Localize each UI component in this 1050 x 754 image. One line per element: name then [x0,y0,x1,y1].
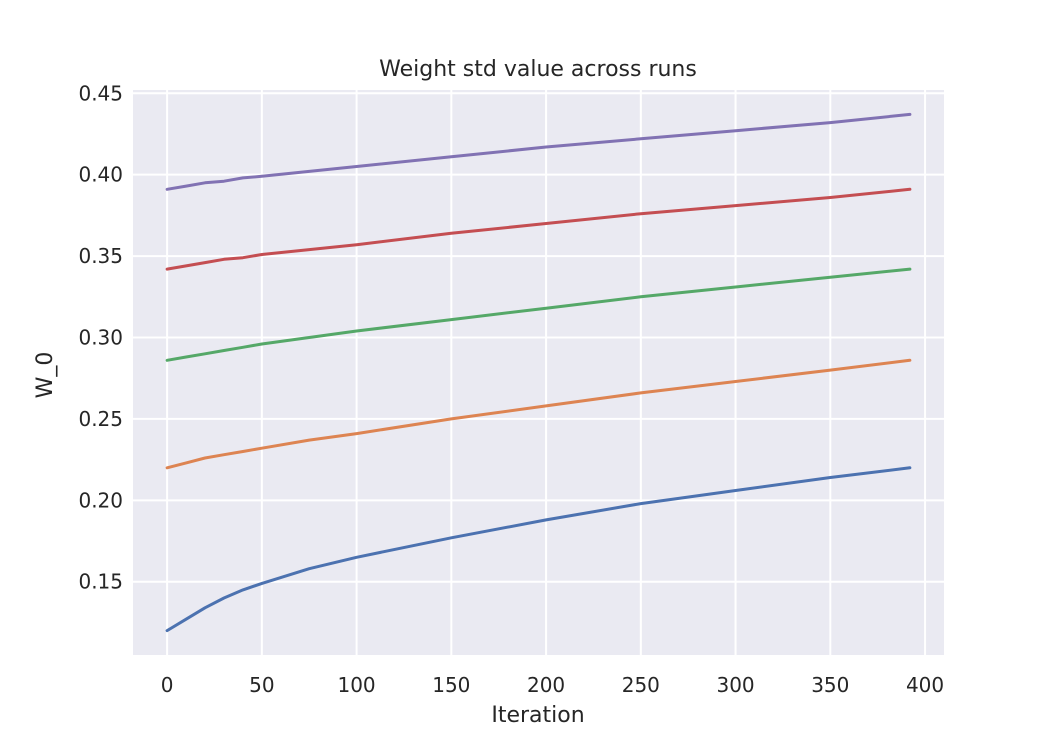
series-line-5 [165,112,912,191]
series-lines [165,112,912,633]
x-tick-label: 50 [249,673,274,697]
chart-title: Weight std value across runs [379,57,697,82]
y-tick-label: 0.20 [78,488,123,512]
y-tick-label: 0.35 [78,244,123,268]
y-tick-label: 0.40 [78,163,123,187]
y-tick-label: 0.45 [78,81,123,105]
x-tick-label: 400 [906,673,944,697]
y-tick-labels: 0.15 0.20 0.25 0.30 0.35 0.40 0.45 [78,81,123,593]
x-tick-label: 150 [432,673,470,697]
y-tick-label: 0.25 [78,407,123,431]
x-tick-label: 250 [622,673,660,697]
series-line-3 [165,267,912,362]
x-tick-label: 350 [811,673,849,697]
x-tick-label: 0 [161,673,174,697]
grid-lines [133,90,944,655]
x-tick-label: 100 [337,673,375,697]
x-axis-label: Iteration [491,703,584,728]
x-tick-label: 200 [527,673,565,697]
series-line-2 [165,358,912,470]
series-line-1 [165,466,912,633]
series-line-4 [165,187,912,271]
y-axis-label: W_0 [33,352,58,399]
x-tick-labels: 0 50 100 150 200 250 300 350 400 [161,673,944,697]
x-tick-label: 300 [716,673,754,697]
y-tick-label: 0.15 [78,570,123,594]
y-tick-label: 0.30 [78,325,123,349]
